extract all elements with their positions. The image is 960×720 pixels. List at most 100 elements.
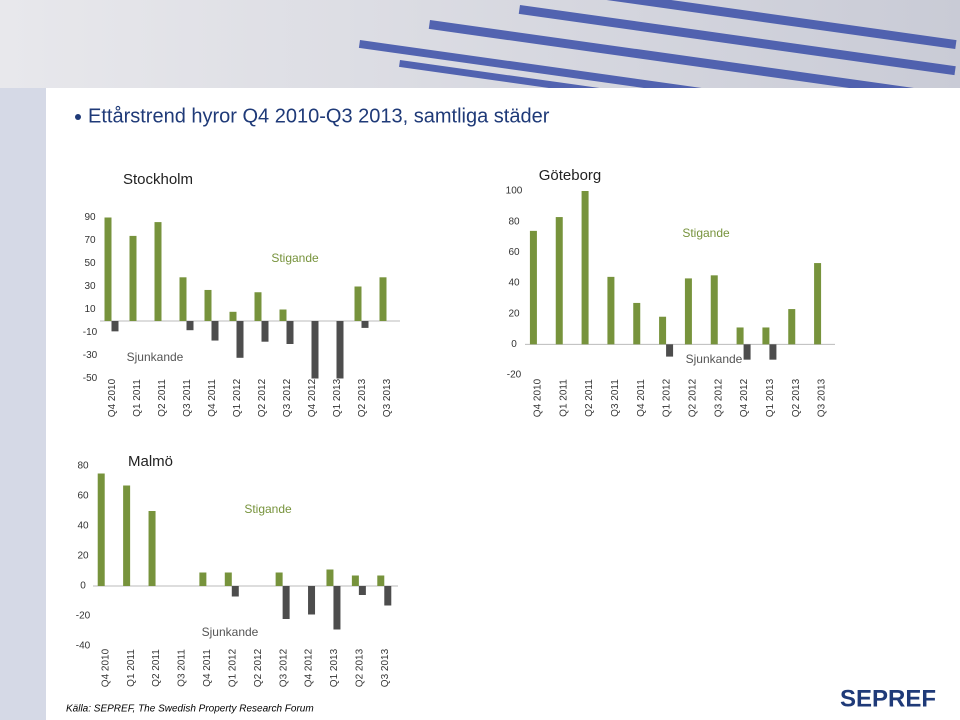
x-tick-label: Q3 2011 <box>610 379 621 417</box>
x-tick-label: Q1 2011 <box>558 379 569 417</box>
bar <box>211 321 219 341</box>
y-tick-label: 80 <box>77 461 89 472</box>
y-tick-label: 60 <box>77 491 89 502</box>
y-tick-label: -10 <box>83 327 98 338</box>
bar <box>179 277 187 321</box>
series-label: Sjunkande <box>127 350 184 364</box>
x-tick-label: Q1 2011 <box>126 649 137 687</box>
x-tick-label: Q4 2011 <box>207 379 218 417</box>
bar <box>666 344 674 357</box>
bar <box>111 321 119 332</box>
x-tick-label: Q1 2013 <box>329 648 340 687</box>
y-tick-label: 70 <box>84 235 96 246</box>
slide-title: Ettårstrend hyror Q4 2010-Q3 2013, samtl… <box>88 105 550 127</box>
series-label: Stigande <box>244 502 292 516</box>
bar <box>384 586 392 606</box>
y-tick-label: 0 <box>80 581 86 592</box>
bar <box>186 321 194 331</box>
bar <box>814 263 822 345</box>
y-tick-label: 10 <box>84 304 96 315</box>
bar <box>275 572 283 586</box>
y-tick-label: 80 <box>508 216 520 227</box>
bar <box>743 344 751 360</box>
bar <box>659 316 667 345</box>
bar <box>154 222 162 321</box>
bar <box>762 327 770 345</box>
y-tick-label: 60 <box>508 247 520 258</box>
y-tick-label: 20 <box>77 551 89 562</box>
bar <box>358 586 366 595</box>
x-tick-label: Q3 2011 <box>177 649 188 687</box>
bar <box>123 485 131 586</box>
bar <box>379 277 387 321</box>
bar <box>231 586 239 597</box>
side-strip <box>0 88 46 720</box>
bar <box>736 327 744 345</box>
x-tick-label: Q3 2013 <box>382 378 393 417</box>
series-label: Stigande <box>682 226 730 240</box>
y-tick-label: -20 <box>76 611 91 622</box>
bar <box>148 511 156 586</box>
x-tick-label: Q2 2012 <box>257 378 268 417</box>
x-tick-label: Q1 2011 <box>132 379 143 417</box>
y-tick-label: -20 <box>507 370 522 381</box>
bar <box>581 191 589 345</box>
y-tick-label: 40 <box>77 521 89 532</box>
bar <box>633 302 641 345</box>
y-tick-label: 50 <box>84 258 96 269</box>
series-label: Sjunkande <box>202 625 259 639</box>
x-tick-label: Q2 2013 <box>791 378 802 417</box>
x-tick-label: Q2 2011 <box>157 379 168 417</box>
x-tick-label: Q2 2013 <box>355 648 366 687</box>
chart-title: Göteborg <box>539 167 602 184</box>
bar <box>529 230 537 345</box>
x-tick-label: Q1 2012 <box>232 378 243 417</box>
y-tick-label: 0 <box>511 339 517 350</box>
x-tick-label: Q1 2013 <box>765 378 776 417</box>
bar <box>308 586 316 615</box>
bar <box>104 217 112 321</box>
bar <box>710 275 718 345</box>
content-area <box>46 88 960 720</box>
x-tick-label: Q3 2011 <box>182 379 193 417</box>
x-tick-label: Q4 2010 <box>107 378 118 417</box>
bar <box>769 344 777 360</box>
bar <box>361 321 369 328</box>
y-tick-label: 40 <box>508 278 520 289</box>
x-tick-label: Q1 2012 <box>662 378 673 417</box>
x-tick-label: Q4 2012 <box>307 378 318 417</box>
x-tick-label: Q1 2013 <box>332 378 343 417</box>
bar <box>199 572 207 586</box>
x-tick-label: Q2 2012 <box>688 378 699 417</box>
chart-title: Malmö <box>128 453 173 470</box>
x-tick-label: Q4 2012 <box>304 648 315 687</box>
x-tick-label: Q2 2012 <box>253 648 264 687</box>
y-tick-label: -40 <box>76 641 91 652</box>
x-tick-label: Q2 2011 <box>151 649 162 687</box>
bar <box>261 321 269 342</box>
y-tick-label: 30 <box>84 281 96 292</box>
bar <box>254 292 262 321</box>
x-tick-label: Q4 2012 <box>739 378 750 417</box>
y-tick-label: 100 <box>506 186 523 197</box>
bullet <box>75 114 81 120</box>
bar <box>326 569 334 586</box>
series-label: Stigande <box>271 251 319 265</box>
bar <box>354 286 362 321</box>
series-label: Sjunkande <box>686 352 743 366</box>
bar <box>351 575 359 586</box>
x-tick-label: Q2 2013 <box>357 378 368 417</box>
x-tick-label: Q4 2011 <box>636 379 647 417</box>
bar <box>336 321 344 379</box>
bar <box>286 321 294 344</box>
x-tick-label: Q1 2012 <box>227 648 238 687</box>
x-tick-label: Q3 2012 <box>278 648 289 687</box>
y-tick-label: -30 <box>83 350 98 361</box>
logo: SEPREF <box>840 685 936 712</box>
y-tick-label: 90 <box>84 212 96 223</box>
x-tick-label: Q3 2013 <box>817 378 828 417</box>
bar <box>788 309 796 345</box>
bar <box>377 575 385 586</box>
x-tick-label: Q4 2010 <box>100 648 111 687</box>
